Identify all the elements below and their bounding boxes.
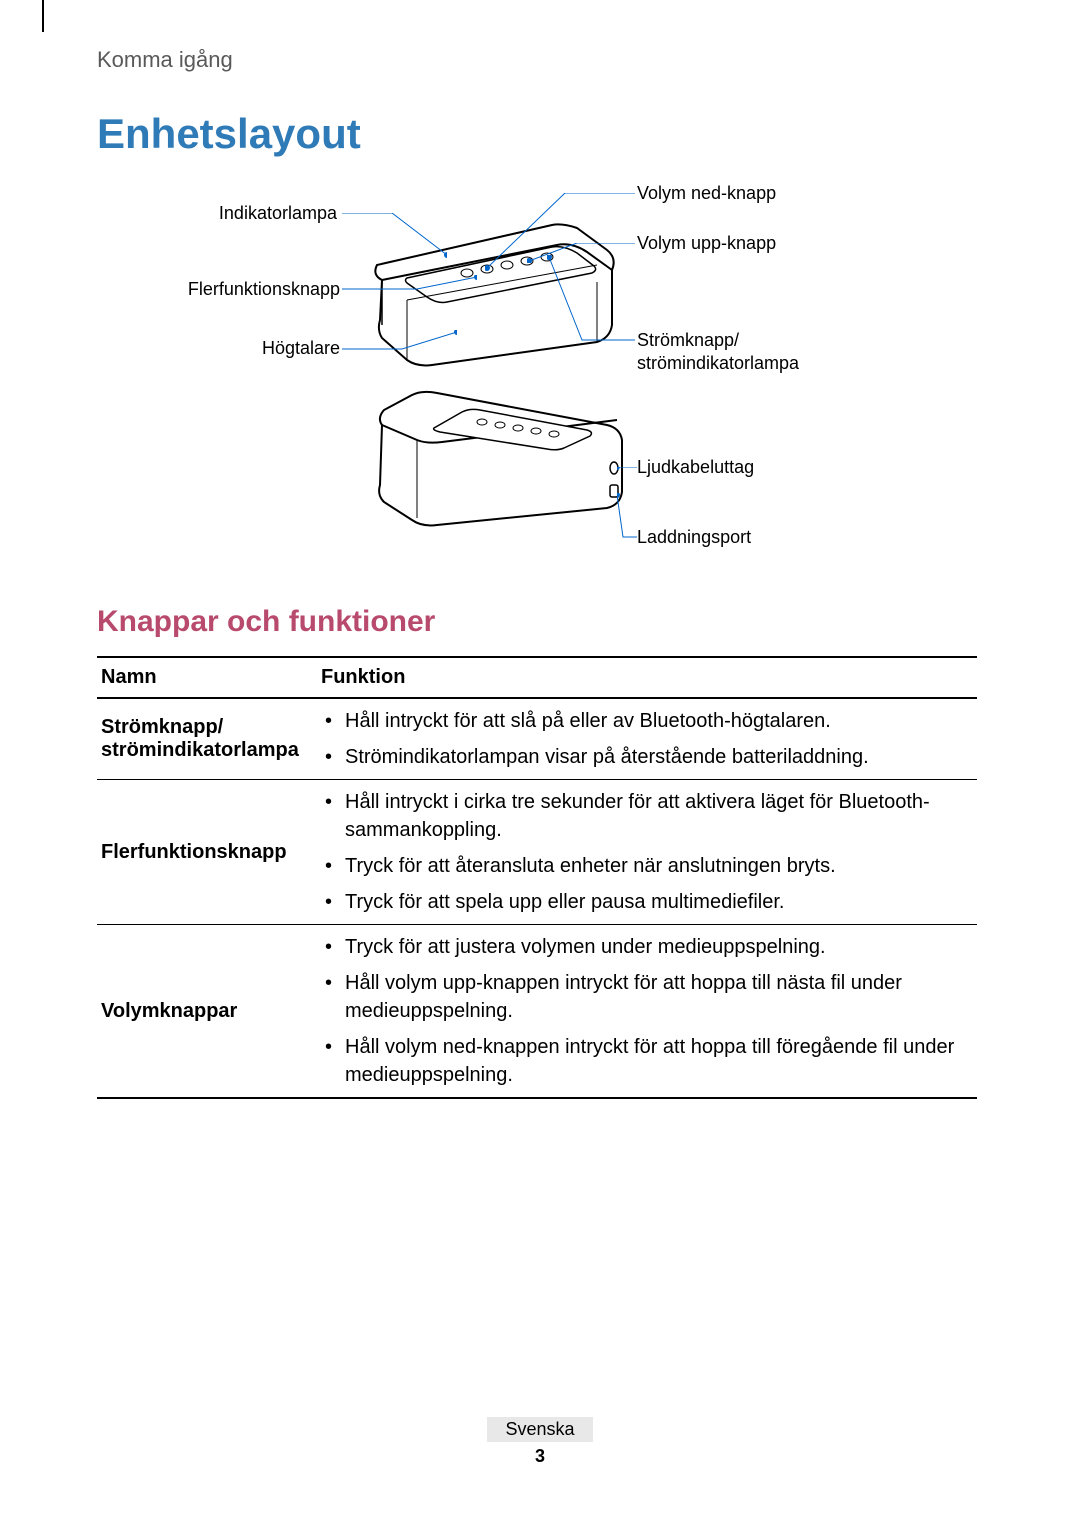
callout-line (547, 255, 635, 343)
page-title: Enhetslayout (97, 110, 361, 158)
table-header-name: Namn (97, 657, 317, 698)
label-power-line1: Strömknapp/ (637, 330, 739, 351)
footer-language: Svenska (487, 1417, 592, 1442)
function-item: Håll intryckt i cirka tre sekunder för a… (321, 788, 973, 844)
section-nav: Komma igång (97, 47, 233, 73)
buttons-functions-table: Namn Funktion Strömknapp/ strömindikator… (97, 656, 977, 1099)
function-item: Tryck för att spela upp eller pausa mult… (321, 888, 973, 916)
label-multifunction: Flerfunktionsknapp (170, 279, 340, 300)
row-name: Volymknappar (97, 925, 317, 1099)
function-item: Håll volym ned-knappen intryckt för att … (321, 1033, 973, 1089)
table-row: Strömknapp/ strömindikatorlampa Håll int… (97, 698, 977, 780)
device-bottom-illustration (372, 390, 632, 530)
footer-page-number: 3 (0, 1446, 1080, 1467)
label-indicator-lamp: Indikatorlampa (207, 203, 337, 224)
function-item: Håll intryckt för att slå på eller av Bl… (321, 707, 973, 735)
label-vol-up: Volym upp-knapp (637, 233, 776, 254)
callout-line (342, 213, 447, 258)
header-accent-line (42, 0, 44, 32)
label-vol-down: Volym ned-knapp (637, 183, 776, 204)
row-functions: Tryck för att justera volymen under medi… (317, 925, 977, 1099)
row-name: Flerfunktionsknapp (97, 780, 317, 925)
callout-line (342, 275, 477, 293)
row-functions: Håll intryckt i cirka tre sekunder för a… (317, 780, 977, 925)
function-item: Tryck för att justera volymen under medi… (321, 933, 973, 961)
label-audio-jack: Ljudkabeluttag (637, 457, 754, 478)
label-power-line2: strömindikatorlampa (637, 353, 799, 374)
callout-line (342, 330, 457, 352)
subsection-title: Knappar och funktioner (97, 605, 435, 639)
label-speaker: Högtalare (240, 338, 340, 359)
callout-line (617, 467, 637, 471)
device-diagram: Indikatorlampa Flerfunktionsknapp Högtal… (97, 175, 977, 575)
table-header-function: Funktion (317, 657, 977, 698)
function-item: Håll volym upp-knappen intryckt för att … (321, 969, 973, 1025)
callout-line (617, 493, 637, 539)
table-row: Flerfunktionsknapp Håll intryckt i cirka… (97, 780, 977, 925)
function-item: Tryck för att återansluta enheter när an… (321, 852, 973, 880)
row-functions: Håll intryckt för att slå på eller av Bl… (317, 698, 977, 780)
label-charging-port: Laddningsport (637, 527, 751, 548)
page-footer: Svenska 3 (0, 1417, 1080, 1467)
table-row: Volymknappar Tryck för att justera volym… (97, 925, 977, 1099)
row-name: Strömknapp/ strömindikatorlampa (97, 698, 317, 780)
function-item: Strömindikatorlampan visar på återståend… (321, 743, 973, 771)
